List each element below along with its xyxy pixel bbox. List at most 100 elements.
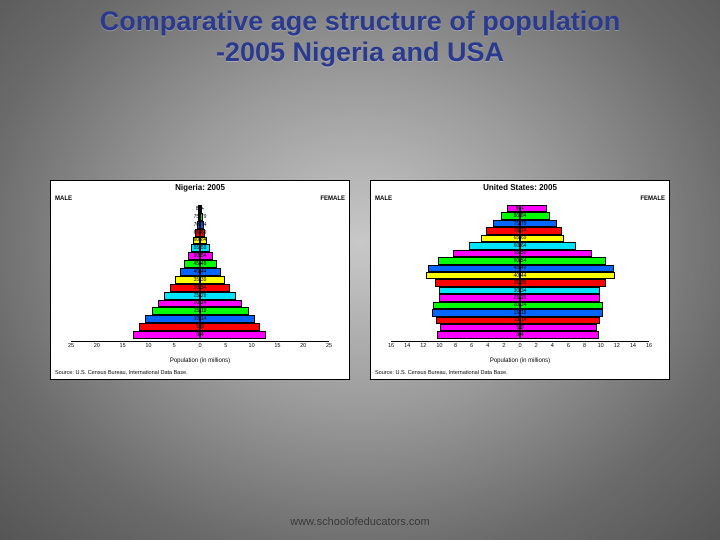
bar-female xyxy=(520,287,600,294)
bar-male xyxy=(436,317,520,324)
age-band-label: 25-29 xyxy=(514,295,527,301)
pyramid-row: 10-14 xyxy=(71,315,329,323)
pyramid-row: 45-49 xyxy=(391,265,649,272)
axis-tick: 2 xyxy=(535,343,538,349)
age-band-label: 10-14 xyxy=(194,316,207,322)
pyramid-row: 10-14 xyxy=(391,317,649,324)
usa-source: Source: U.S. Census Bureau, Internationa… xyxy=(375,370,508,376)
usa-bars: 85+80-8475-7970-7465-6960-6455-5950-5445… xyxy=(391,205,649,339)
axis-tick: 14 xyxy=(404,343,410,349)
axis-tick: 4 xyxy=(551,343,554,349)
bar-female xyxy=(200,331,266,339)
pyramid-usa: United States: 2005 MALE FEMALE 85+80-84… xyxy=(370,180,670,380)
age-band-label: 75-79 xyxy=(194,214,207,220)
axis-tick: 16 xyxy=(646,343,652,349)
age-band-label: 80-84 xyxy=(514,213,527,219)
age-band-label: 60-64 xyxy=(514,243,527,249)
pyramid-row: 55-59 xyxy=(391,250,649,257)
axis-tick: 10 xyxy=(249,343,255,349)
bar-male xyxy=(453,250,520,257)
charts-container: Nigeria: 2005 MALE FEMALE 80+75-7970-746… xyxy=(50,180,670,380)
male-label: MALE xyxy=(55,196,72,202)
age-band-label: 15-19 xyxy=(514,310,527,316)
bar-female xyxy=(520,331,599,338)
age-band-label: 45-49 xyxy=(514,265,527,271)
footer-url: www.schoolofeducators.com xyxy=(0,516,720,528)
age-band-label: 0-4 xyxy=(196,332,203,338)
age-band-label: 55-59 xyxy=(514,250,527,256)
title-line1: Comparative age structure of population xyxy=(100,6,621,36)
age-band-label: 35-39 xyxy=(514,280,527,286)
bar-female xyxy=(520,279,606,286)
bar-male xyxy=(433,302,520,309)
pyramid-row: 5-9 xyxy=(391,324,649,331)
age-band-label: 40-44 xyxy=(194,269,207,275)
pyramid-row: 35-39 xyxy=(71,276,329,284)
pyramid-row: 50-54 xyxy=(71,252,329,260)
age-band-label: 80+ xyxy=(196,206,204,212)
pyramid-row: 65-69 xyxy=(391,235,649,242)
bar-female xyxy=(520,324,597,331)
age-band-label: 30-34 xyxy=(194,285,207,291)
axis-tick: 8 xyxy=(454,343,457,349)
axis-tick: 10 xyxy=(598,343,604,349)
pyramid-row: 50-54 xyxy=(391,257,649,264)
pyramid-row: 60-64 xyxy=(391,242,649,249)
age-band-label: 5-9 xyxy=(516,325,523,331)
usa-xaxis: 1614121086420246810121416 xyxy=(391,341,649,353)
bar-male xyxy=(435,279,520,286)
axis-tick: 6 xyxy=(567,343,570,349)
pyramid-nigeria: Nigeria: 2005 MALE FEMALE 80+75-7970-746… xyxy=(50,180,350,380)
bar-male xyxy=(139,323,200,331)
pyramid-row: 25-29 xyxy=(71,292,329,300)
bar-female xyxy=(520,294,600,301)
female-label: FEMALE xyxy=(640,196,665,202)
bar-female xyxy=(520,250,592,257)
pyramid-row: 40-44 xyxy=(71,268,329,276)
page-title: Comparative age structure of population … xyxy=(0,6,720,68)
pyramid-row: 30-34 xyxy=(71,284,329,292)
axis-tick: 25 xyxy=(68,343,74,349)
bar-male xyxy=(145,315,200,323)
axis-tick: 4 xyxy=(486,343,489,349)
axis-tick: 0 xyxy=(518,343,521,349)
axis-tick: 14 xyxy=(630,343,636,349)
bar-female xyxy=(520,235,564,242)
bar-male xyxy=(437,331,520,338)
pyramid-row: 30-34 xyxy=(391,287,649,294)
nigeria-xlabel: Population (in millions) xyxy=(51,358,349,364)
bar-female xyxy=(520,242,576,249)
age-band-label: 35-39 xyxy=(194,277,207,283)
axis-tick: 5 xyxy=(224,343,227,349)
age-band-label: 70-74 xyxy=(194,222,207,228)
pyramid-row: 70-74 xyxy=(391,227,649,234)
age-band-label: 60-64 xyxy=(194,237,207,243)
age-band-label: 0-4 xyxy=(516,332,523,338)
pyramid-row: 65-69 xyxy=(71,229,329,237)
nigeria-source: Source: U.S. Census Bureau, Internationa… xyxy=(55,370,188,376)
nigeria-bars: 80+75-7970-7465-6960-6455-5950-5445-4940… xyxy=(71,205,329,339)
axis-tick: 10 xyxy=(145,343,151,349)
pyramid-row: 75-79 xyxy=(391,220,649,227)
title-line2: -2005 Nigeria and USA xyxy=(216,37,504,67)
age-band-label: 5-9 xyxy=(196,324,203,330)
axis-tick: 25 xyxy=(326,343,332,349)
pyramid-row: 35-39 xyxy=(391,279,649,286)
bar-male xyxy=(432,309,520,316)
axis-tick: 12 xyxy=(614,343,620,349)
bar-female xyxy=(200,323,260,331)
axis-tick: 6 xyxy=(470,343,473,349)
pyramid-row: 20-24 xyxy=(391,302,649,309)
bar-male xyxy=(439,294,520,301)
pyramid-row: 25-29 xyxy=(391,294,649,301)
age-band-label: 20-24 xyxy=(514,302,527,308)
age-band-label: 50-54 xyxy=(514,258,527,264)
bar-female xyxy=(520,272,615,279)
axis-tick: 2 xyxy=(502,343,505,349)
pyramid-row: 60-64 xyxy=(71,237,329,245)
pyramid-row: 55-59 xyxy=(71,244,329,252)
pyramid-row: 80-84 xyxy=(391,212,649,219)
axis-tick: 5 xyxy=(173,343,176,349)
pyramid-row: 20-24 xyxy=(71,300,329,308)
bar-female xyxy=(200,307,249,315)
